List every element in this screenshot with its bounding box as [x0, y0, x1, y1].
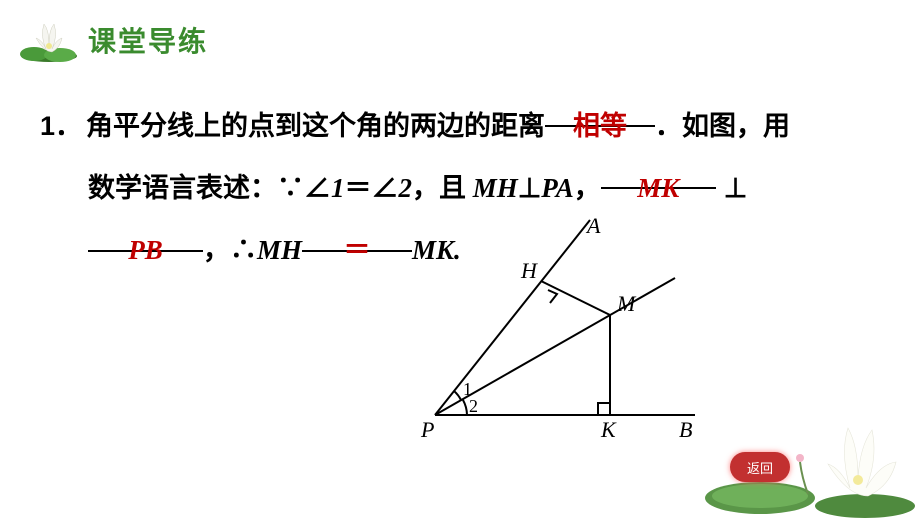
question-number: 1． [40, 111, 82, 141]
text-seg: 数学语言表述：∵∠ [88, 173, 331, 203]
text-seg: ，且 [412, 173, 473, 203]
header-title: 课堂导练 [88, 20, 208, 60]
lotus-flower-icon [16, 16, 82, 64]
math: ⊥ [518, 173, 542, 203]
blank-3: PB [88, 219, 203, 251]
text-seg: 角平分线上的点到这个角的两边的距离 [86, 111, 545, 141]
figure-label-M: M [616, 291, 637, 316]
text-seg: ， [574, 173, 601, 203]
figure-angle-2: 2 [469, 396, 478, 416]
lotus-decoration-icon [700, 368, 920, 518]
blank-2: MK [601, 157, 716, 189]
figure-label-P: P [420, 417, 434, 442]
back-button[interactable]: 返回 [730, 452, 790, 482]
math: PA [541, 173, 574, 203]
math: MH [257, 235, 302, 265]
text-seg: ，∴ [203, 235, 257, 265]
figure-label-H: H [520, 258, 538, 283]
text-seg: ⊥ [724, 173, 748, 203]
slide-header: 课堂导练 [16, 16, 208, 64]
answer-2: MK [637, 173, 679, 203]
math: 2 [399, 173, 413, 203]
text-seg: ．如图，用 [655, 111, 790, 141]
answer-3: PB [128, 235, 163, 265]
back-button-label: 返回 [747, 458, 773, 477]
blank-1: 相等 [545, 95, 655, 127]
text-seg: ＝∠ [345, 173, 399, 203]
geometry-figure: A H M P K B 1 2 [415, 215, 715, 445]
answer-4: ＝ [344, 235, 371, 265]
figure-label-A: A [585, 215, 601, 238]
math: 1 [331, 173, 345, 203]
answer-1: 相等 [573, 111, 627, 141]
figure-label-K: K [600, 417, 617, 442]
math: MH [473, 173, 518, 203]
figure-label-B: B [679, 417, 692, 442]
blank-4: ＝ [302, 219, 412, 251]
